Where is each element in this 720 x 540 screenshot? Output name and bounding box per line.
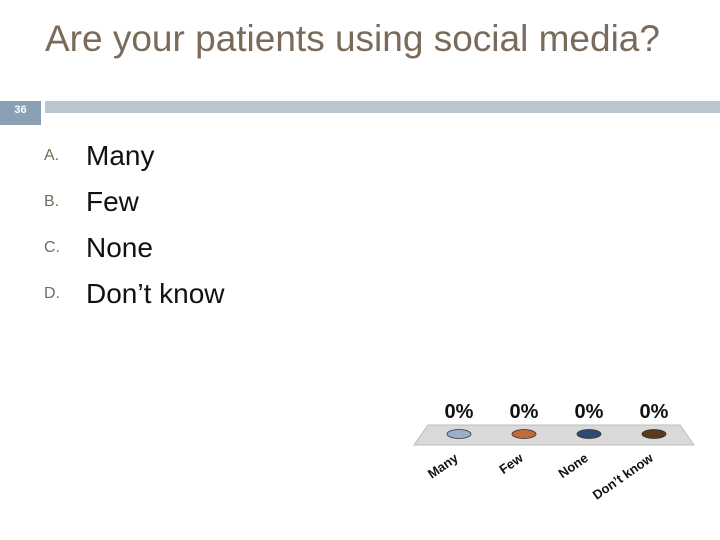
answer-options: A. Many B. Few C. None D. Don’t know <box>44 133 225 317</box>
option-text: Don’t know <box>86 278 225 309</box>
value-label: 0% <box>575 401 604 423</box>
option-a: A. Many <box>44 133 225 179</box>
option-d: D. Don’t know <box>44 271 225 317</box>
bar-top-2 <box>576 429 602 439</box>
bar-top-1 <box>511 429 537 439</box>
slide-title: Are your patients using social media? <box>45 18 660 59</box>
option-letter: B. <box>44 193 60 210</box>
slide-number-box <box>0 101 41 125</box>
bar-top-0 <box>446 429 472 439</box>
value-label: 0% <box>510 401 539 423</box>
title-accent-bar <box>45 101 720 113</box>
value-label: 0% <box>640 401 669 423</box>
option-text: Many <box>86 140 155 171</box>
value-label: 0% <box>445 401 474 423</box>
category-label: Few <box>496 450 526 477</box>
category-label: Many <box>425 450 461 482</box>
option-text: None <box>86 232 153 263</box>
option-c: C. None <box>44 225 225 271</box>
slide-number: 36 <box>14 104 27 116</box>
option-letter: A. <box>44 147 60 164</box>
option-letter: C. <box>44 239 60 256</box>
bar-top-3 <box>641 429 667 439</box>
option-letter: D. <box>44 285 60 302</box>
option-text: Few <box>86 186 139 217</box>
option-b: B. Few <box>44 179 225 225</box>
chart-floor <box>413 424 695 446</box>
category-label: None <box>555 450 590 481</box>
category-label: Don’t know <box>590 450 657 503</box>
